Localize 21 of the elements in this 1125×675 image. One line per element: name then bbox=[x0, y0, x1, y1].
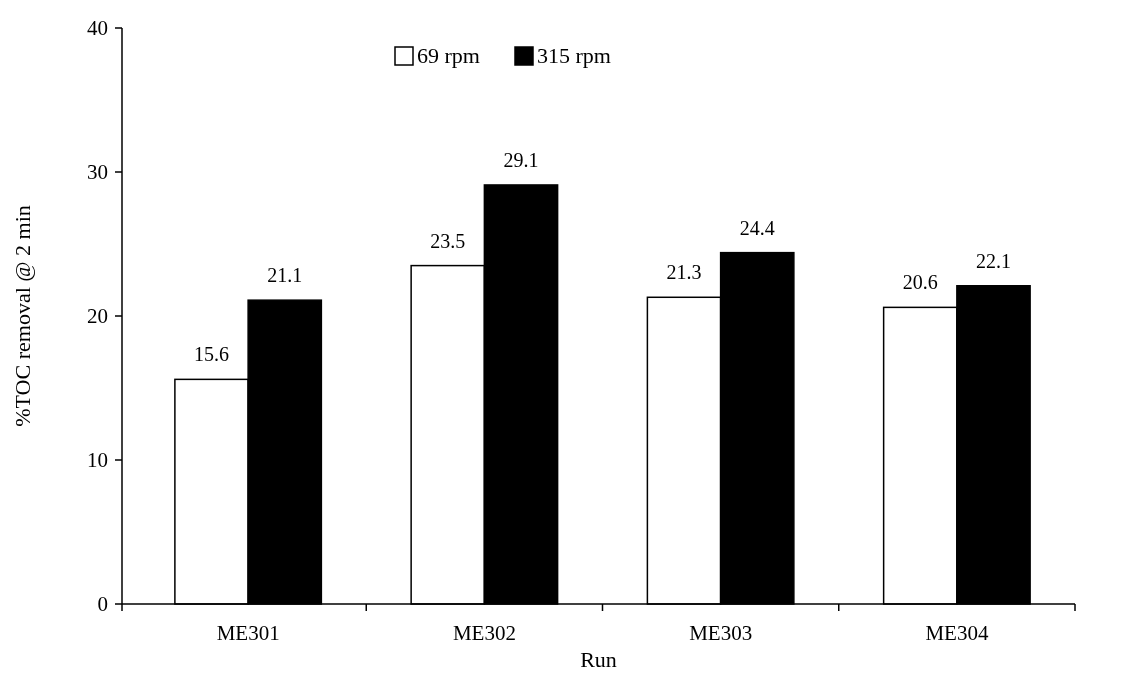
data-label: 29.1 bbox=[503, 148, 539, 171]
data-label: 21.3 bbox=[666, 261, 702, 284]
data-label: 22.1 bbox=[975, 249, 1011, 272]
data-label: 24.4 bbox=[739, 216, 775, 239]
data-label: 20.6 bbox=[902, 271, 938, 294]
y-tick-label: 40 bbox=[87, 16, 108, 41]
data-label: 15.6 bbox=[194, 343, 230, 366]
data-label: 21.1 bbox=[267, 264, 303, 287]
x-tick-label: ME304 bbox=[925, 621, 989, 645]
y-tick-label: 10 bbox=[87, 448, 108, 473]
x-axis-title: Run bbox=[580, 647, 617, 672]
x-tick-label: ME302 bbox=[452, 621, 516, 645]
x-tick-label: ME303 bbox=[689, 621, 753, 645]
y-tick-label: 20 bbox=[87, 304, 108, 329]
y-axis-title: %TOC removal @ 2 min bbox=[10, 205, 35, 427]
y-tick-label: 0 bbox=[97, 592, 108, 617]
x-tick-label: ME301 bbox=[216, 621, 280, 645]
y-tick-label: 30 bbox=[87, 160, 108, 185]
legend-label: 315 rpm bbox=[537, 43, 611, 68]
data-label: 23.5 bbox=[430, 229, 466, 252]
legend-label: 69 rpm bbox=[417, 43, 480, 68]
